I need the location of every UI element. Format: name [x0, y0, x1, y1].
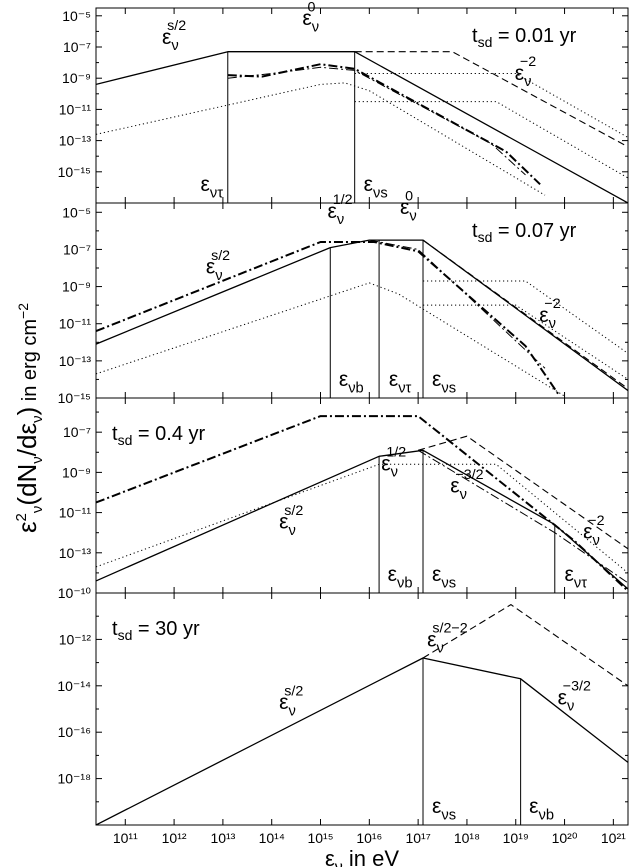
time-label: tsd = 0.4 yr [112, 423, 206, 448]
series-dashdot-thick-3 [96, 415, 628, 592]
slope-label-3: εν−2 [515, 54, 536, 90]
y-tick-label: 10⁻¹³ [59, 353, 92, 369]
y-tick-label: 10⁻¹³ [59, 133, 92, 149]
time-label: tsd = 0.07 yr [472, 220, 577, 245]
break-label-1: εντ [201, 173, 224, 201]
time-label: tsd = 30 yr [112, 618, 200, 643]
series-dashed-2 [422, 239, 628, 390]
slope-label-1: ενs/2 [279, 683, 303, 719]
x-tick-label: 10¹⁴ [259, 830, 285, 846]
y-tick-label: 10⁻⁹ [62, 464, 91, 480]
series-solid-1 [96, 657, 628, 825]
y-tick-label: 10⁻¹² [59, 631, 92, 647]
series-dashdot-thick-3 [96, 241, 561, 397]
y-tick-label: 10⁻¹¹ [59, 316, 92, 332]
break-label-2: εντ [389, 368, 412, 396]
break-label-1: ενs [432, 795, 456, 823]
panel-3: ενb ενs εντ ενs/2 εν1/2 εν−3/2 εν−2 tsd = 0.4 y… [59, 397, 629, 594]
break-label-3: εντ [565, 563, 588, 591]
break-label-1: ενb [339, 368, 364, 396]
panel-4: ενs ενb ενs/2 ενs/2−2 εν−3/2 tsd = 30 yr 10⁻¹⁰… [57, 585, 629, 826]
panel-2: ενb εντ ενs ενs/2 εν1/2 εν0 εν−2 tsd = 0.07 yr 1… [58, 188, 629, 406]
y-tick-label: 10⁻¹¹ [59, 505, 92, 521]
x-tick-label: 10¹¹ [113, 830, 138, 846]
series-dashed-2 [422, 604, 628, 687]
series-dotted-6 [354, 73, 628, 138]
y-tick-label: 10⁻⁵ [62, 8, 91, 24]
series-dashdot-thick-3 [227, 63, 541, 186]
break-label-3: ενs [432, 368, 456, 396]
slope-label-3: εν0 [400, 188, 417, 224]
y-tick-label: 10⁻⁷ [63, 241, 91, 257]
y-tick-label: 10⁻¹⁵ [58, 164, 91, 180]
y-tick-label: 10⁻⁷ [63, 39, 91, 55]
series-dotted-7 [423, 304, 628, 380]
time-label: tsd = 0.01 yr [472, 25, 577, 50]
y-axis-label: ε2ν(dNν/dεν) in erg cm−2 [12, 303, 46, 533]
slope-label-3: εν−3/2 [558, 679, 591, 715]
x-tick-label: 10¹⁸ [454, 830, 480, 846]
y-tick-label: 10⁻¹⁵ [58, 390, 91, 406]
x-tick-label: 10¹⁶ [356, 830, 382, 846]
series-dashed-2 [417, 435, 628, 550]
y-tick-label: 10⁻¹³ [59, 545, 92, 561]
y-tick-label: 10⁻¹⁶ [58, 724, 91, 740]
series-dotted-7 [354, 101, 628, 179]
series-dashdot-4 [369, 239, 546, 369]
x-tick-label: 10¹³ [210, 830, 235, 846]
x-tick-label: 10¹⁹ [503, 830, 529, 846]
break-label-2: ενs [364, 173, 388, 201]
slope-label-3: εν−3/2 [450, 467, 483, 503]
slope-label-4: εν−2 [583, 513, 604, 549]
slope-label-2: εν1/2 [328, 192, 353, 228]
series-solid-1 [96, 51, 628, 203]
break-label-1: ενb [388, 563, 413, 591]
series-dotted-5 [96, 82, 546, 196]
slope-label-1: ενs/2 [206, 248, 230, 284]
panel-1: εντ ενs ενs/2 εν0 εν−2 tsd = 0.01 yr 10⁻⁵ 10⁻⁷ 1… [58, 0, 629, 204]
slope-label-2: εν1/2 [381, 445, 406, 481]
slope-label-2: εν0 [302, 0, 319, 35]
series-dotted-5 [96, 463, 628, 574]
y-tick-label: 10⁻⁹ [62, 70, 91, 86]
break-label-2: ενs [432, 563, 456, 591]
y-tick-label: 10⁻⁵ [62, 204, 91, 220]
x-tick-label: 10¹² [162, 830, 187, 846]
y-tick-label: 10⁻¹⁸ [57, 771, 91, 787]
series-dashed-4 [354, 51, 628, 148]
y-tick-label: 10⁻¹¹ [59, 101, 92, 117]
y-tick-label: 10⁻⁹ [62, 279, 91, 295]
series-dotted-6 [423, 280, 628, 354]
x-tick-label: 10¹⁷ [405, 830, 430, 846]
slope-label-1: ενs/2 [162, 18, 186, 54]
slope-label-2: ενs/2−2 [427, 621, 468, 657]
y-tick-label: 10⁻⁷ [63, 424, 91, 440]
x-tick-label: 10¹⁵ [307, 830, 333, 846]
series-dotted-5 [96, 282, 565, 397]
x-tick-label: 10²¹ [601, 830, 626, 846]
svg-text:ε2ν(dNν/dεν) in erg cm−2: ε2ν(dNν/dεν) in erg cm−2 [12, 303, 46, 533]
series-dashdot-2 [227, 66, 526, 176]
x-tick-label: 10²⁰ [552, 830, 578, 846]
y-tick-label: 10⁻¹⁰ [58, 585, 92, 601]
slope-label-1: ενs/2 [279, 503, 303, 539]
slope-label-4: εν−2 [539, 296, 560, 332]
x-axis-label: εν in eV [325, 846, 399, 867]
y-tick-label: 10⁻¹⁴ [57, 678, 91, 694]
break-label-2: ενb [529, 795, 554, 823]
